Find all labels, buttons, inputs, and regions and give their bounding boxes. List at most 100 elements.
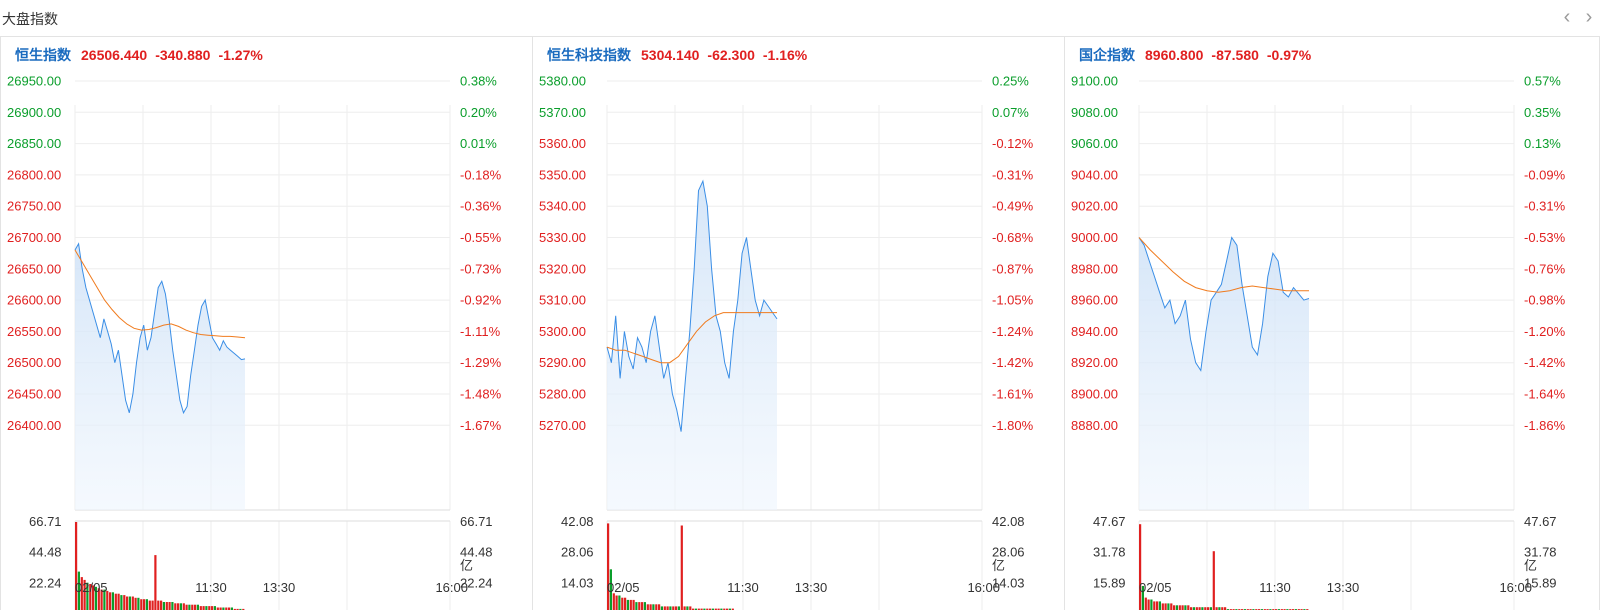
volume-bar — [677, 606, 680, 610]
pct-tick-label: -1.64% — [1524, 387, 1566, 402]
price-line — [1138, 236, 1310, 372]
volume-bar — [675, 606, 678, 610]
volume-bar — [148, 600, 151, 610]
y-tick-label: 9020.00 — [1071, 199, 1118, 214]
index-panel-hsi[interactable]: 恒生指数 26506.440 -340.880 -1.27% 26950.00 0.38… — [0, 37, 532, 610]
volume-bar — [1207, 607, 1210, 610]
volume-bar — [179, 603, 182, 610]
pct-tick-label: -0.73% — [460, 261, 502, 276]
volume-bar — [123, 595, 126, 610]
volume-bar — [607, 523, 610, 610]
pct-tick-label: 0.07% — [992, 105, 1029, 120]
x-tick-label: 16:00 — [967, 580, 1000, 595]
intraday-chart[interactable]: 5380.00 0.25% 5370.00 0.07% 5360.00 -0.12% 535… — [533, 37, 1065, 610]
y-tick-label: 26500.00 — [7, 355, 61, 370]
y-tick-label: 26650.00 — [7, 261, 61, 276]
volume-bar — [140, 599, 143, 610]
index-panel-hscei[interactable]: 国企指数 8960.800 -87.580 -0.97% 9100.00 0.57% 90… — [1064, 37, 1600, 610]
volume-bar — [165, 602, 168, 610]
volume-bar — [83, 579, 86, 610]
volume-bar — [663, 606, 666, 610]
y-tick-label: 5350.00 — [539, 167, 586, 182]
volume-bar — [717, 608, 720, 610]
pct-tick-label: -0.12% — [992, 136, 1034, 151]
volume-bar — [660, 606, 663, 610]
volume-bar — [1190, 607, 1193, 610]
volume-bar — [211, 606, 214, 610]
y-tick-label: 5340.00 — [539, 199, 586, 214]
volume-bar — [694, 608, 697, 610]
y-tick-label: 9060.00 — [1071, 136, 1118, 151]
volume-bar — [709, 608, 712, 610]
pct-tick-label: -1.86% — [1524, 418, 1566, 433]
volume-bar — [638, 602, 641, 610]
y-tick-label: 26950.00 — [7, 74, 61, 89]
volume-bar — [683, 606, 686, 610]
volume-bar — [1195, 607, 1198, 610]
volume-bar — [191, 604, 194, 610]
volume-bar — [1224, 607, 1227, 610]
index-value: 5304.140 — [641, 47, 700, 63]
pct-tick-label: -1.05% — [992, 293, 1034, 308]
x-tick-label: 02/05 — [1139, 580, 1172, 595]
volume-bar — [114, 593, 117, 610]
volume-bar — [672, 606, 675, 610]
chevron-left-icon[interactable]: ‹ — [1563, 6, 1571, 28]
intraday-chart[interactable]: 9100.00 0.57% 9080.00 0.35% 9060.00 0.13% 9040… — [1065, 37, 1597, 610]
volume-bar — [632, 599, 635, 610]
pct-tick-label: -1.61% — [992, 387, 1034, 402]
y-tick-label: 9080.00 — [1071, 105, 1118, 120]
volume-bar — [236, 608, 239, 610]
y-tick-label: 8960.00 — [1071, 293, 1118, 308]
pct-tick-label: -1.80% — [992, 418, 1034, 433]
volume-bar — [177, 603, 180, 610]
volume-bar — [109, 592, 112, 610]
x-tick-label: 11:30 — [195, 580, 227, 595]
index-change-pct: -1.27% — [218, 47, 263, 63]
volume-bar — [77, 571, 80, 610]
volume-bar — [652, 604, 655, 610]
volume-bar — [621, 597, 624, 610]
volume-bar — [145, 599, 148, 610]
volume-bar — [228, 607, 231, 610]
avg-price-line — [1138, 237, 1309, 293]
volume-bar — [1170, 603, 1173, 610]
index-panel-hstech[interactable]: 恒生科技指数 5304.140 -62.300 -1.16% 5380.00 0.25%… — [532, 37, 1064, 610]
price-area — [1139, 237, 1309, 510]
y-tick-label: 5330.00 — [539, 230, 586, 245]
index-name[interactable]: 恒生指数 — [15, 47, 71, 63]
pct-tick-label: 0.20% — [460, 105, 497, 120]
volume-bar — [194, 604, 197, 610]
volume-bar — [1164, 603, 1167, 610]
pct-tick-label: -0.09% — [1524, 167, 1566, 182]
volume-bar — [216, 607, 219, 610]
pct-tick-label: 0.38% — [460, 74, 497, 89]
pct-tick-label: -1.42% — [992, 355, 1034, 370]
volume-bar — [160, 600, 163, 610]
volume-bar — [629, 599, 632, 610]
volume-tick-label: 42.08 — [561, 514, 594, 529]
volume-bar — [731, 608, 734, 610]
x-tick-label: 13:30 — [263, 580, 296, 595]
grid — [1138, 80, 1515, 610]
volume-bar — [1178, 605, 1181, 610]
volume-bar — [128, 596, 131, 610]
y-tick-label: 5270.00 — [539, 418, 586, 433]
volume-bar — [1150, 599, 1153, 610]
volume-bar — [174, 603, 177, 610]
volume-bar — [196, 604, 199, 610]
x-tick-label: 16:00 — [1499, 580, 1532, 595]
index-name[interactable]: 恒生科技指数 — [547, 47, 631, 63]
price-area — [75, 243, 245, 511]
index-change-pct: -1.16% — [762, 47, 808, 63]
x-tick-label: 16:00 — [435, 580, 468, 595]
intraday-chart[interactable]: 26950.00 0.38% 26900.00 0.20% 26850.00 0.01% 2… — [1, 37, 533, 610]
pct-tick-label: -0.76% — [1524, 261, 1566, 276]
index-name[interactable]: 国企指数 — [1079, 47, 1135, 63]
chevron-right-icon[interactable]: › — [1585, 6, 1593, 28]
pct-tick-label: -0.92% — [460, 293, 502, 308]
volume-bar — [1218, 607, 1221, 610]
volume-bar — [1192, 607, 1195, 610]
volume-bar — [92, 585, 95, 610]
index-change: -340.880 — [155, 47, 211, 63]
